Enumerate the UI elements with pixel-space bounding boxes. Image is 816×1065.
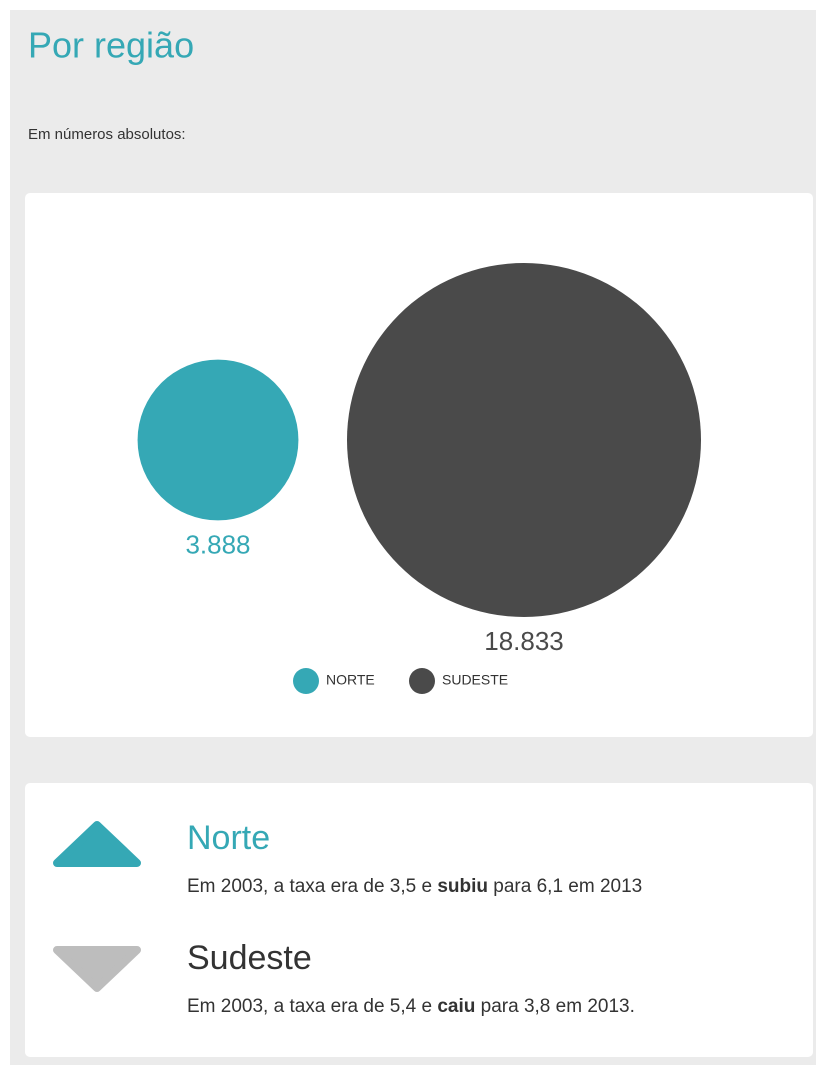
trend-arrow bbox=[53, 821, 141, 867]
legend-label: SUDESTE bbox=[442, 672, 508, 688]
subtitle: Em números absolutos: bbox=[28, 126, 186, 143]
bubble bbox=[347, 263, 701, 617]
card-text: Em 2003, a taxa era de 5,4 e caiu para 3… bbox=[187, 996, 635, 1017]
page-title: Por região bbox=[28, 25, 194, 66]
text-part: Em 2003, a taxa era de 5,4 e bbox=[187, 996, 437, 1017]
card-title: Norte bbox=[187, 819, 270, 857]
legend-label: NORTE bbox=[326, 672, 375, 688]
text-part: para 6,1 em 2013 bbox=[488, 876, 642, 897]
legend-dot bbox=[293, 668, 319, 694]
cards: Norte Em 2003, a taxa era de 3,5 e subiu … bbox=[53, 819, 642, 1017]
info-card bbox=[25, 783, 813, 1057]
value-label: 3.888 bbox=[185, 529, 250, 559]
text-part: Em 2003, a taxa era de 3,5 e bbox=[187, 876, 437, 897]
text-part: subiu bbox=[437, 876, 488, 897]
value-label: 18.833 bbox=[484, 626, 564, 656]
card-text: Em 2003, a taxa era de 3,5 e subiu para … bbox=[187, 876, 642, 897]
text-part: caiu bbox=[437, 996, 475, 1017]
card-title: Sudeste bbox=[187, 939, 312, 977]
bubble bbox=[137, 359, 299, 521]
text-part: para 3,8 em 2013. bbox=[475, 996, 635, 1017]
trend-arrow bbox=[53, 946, 141, 992]
legend-dot bbox=[409, 668, 435, 694]
